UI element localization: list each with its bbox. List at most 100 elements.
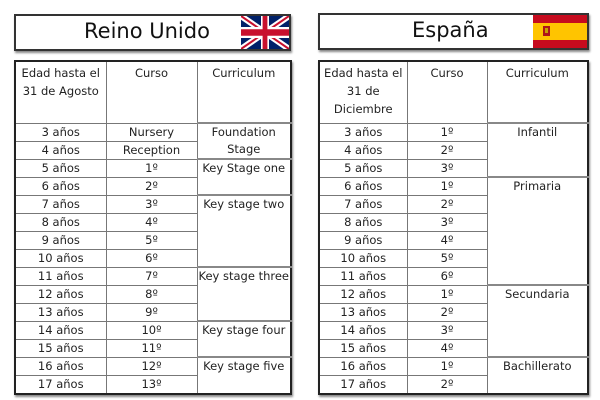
curriculum-cell: Infantil: [486, 122, 589, 178]
curriculum-header: Curriculum: [196, 60, 292, 124]
course-cell: 4º: [406, 230, 488, 250]
table-row: 13 años 9º: [14, 302, 291, 322]
curriculum-header: Curriculum: [486, 60, 589, 124]
table-row: 7 años 2º: [318, 194, 588, 214]
course-cell: Nursery: [105, 122, 198, 142]
table-row: 4 años Reception: [14, 140, 291, 160]
uk-title-box: Reino Unido: [14, 14, 291, 51]
table-row: 17 años 2º: [318, 374, 588, 394]
table-row: 10 años 6º: [14, 248, 291, 268]
uk-school-table: Edad hasta el 31 de Agosto Curso Curriculu…: [14, 60, 292, 395]
course-cell: 9º: [105, 302, 198, 322]
course-cell: 3º: [406, 158, 488, 178]
age-cell: 5 años: [14, 158, 107, 178]
age-cell: 10 años: [14, 248, 107, 268]
age-cell: 3 años: [318, 122, 408, 142]
table-row: 4 años 2º: [318, 140, 588, 160]
age-cell: 6 años: [14, 176, 107, 196]
age-cell: 8 años: [14, 212, 107, 232]
table-row: 12 años 8º: [14, 284, 291, 304]
table-row: 3 años Nursery Foundation Stage: [14, 122, 292, 160]
age-cell: 6 años: [318, 176, 408, 196]
table-row: 3 años 1º Infantil: [318, 122, 589, 178]
course-cell: 1º: [406, 176, 488, 196]
age-cell: 4 años: [14, 140, 107, 160]
course-cell: 13º: [105, 374, 198, 394]
course-cell: 12º: [105, 356, 198, 376]
course-cell: 11º: [105, 338, 198, 358]
spain-school-table: Edad hasta el 31 de Diciembre Curso Curric…: [318, 60, 589, 395]
table-row: 16 años 12º Key stage five: [14, 356, 292, 394]
table-row: 6 años 1º Primaria: [318, 176, 589, 286]
age-header: Edad hasta el 31 de Agosto: [14, 60, 107, 124]
course-cell: 8º: [105, 284, 198, 304]
course-cell: 1º: [406, 284, 488, 304]
course-cell: 2º: [406, 194, 488, 214]
table-row: 12 años 1º Secundaria: [318, 284, 589, 358]
age-cell: 13 años: [14, 302, 107, 322]
age-cell: 9 años: [318, 230, 408, 250]
table-row: 14 años 10º Key stage four: [14, 320, 292, 358]
age-cell: 15 años: [318, 338, 408, 358]
age-cell: 10 años: [318, 248, 408, 268]
header-row: Edad hasta el 31 de Diciembre Curso Curric…: [318, 60, 589, 124]
course-cell: 1º: [406, 356, 488, 376]
table-row: 17 años 13º: [14, 374, 291, 394]
spain-flag-icon: [533, 15, 587, 48]
table-row: 11 años 7º Key stage three: [14, 266, 292, 322]
course-cell: 1º: [105, 158, 198, 178]
course-cell: 10º: [105, 320, 198, 340]
uk-title: Reino Unido: [84, 19, 210, 43]
age-cell: 7 años: [14, 194, 107, 214]
table-row: 9 años 4º: [318, 230, 588, 250]
age-cell: 4 años: [318, 140, 408, 160]
course-cell: 6º: [406, 266, 488, 286]
age-cell: 14 años: [14, 320, 107, 340]
age-cell: 11 años: [318, 266, 408, 286]
table-row: 9 años 5º: [14, 230, 291, 250]
course-cell: 4º: [105, 212, 198, 232]
age-cell: 16 años: [318, 356, 408, 376]
curriculum-cell: Foundation Stage: [196, 122, 292, 160]
es-title-box: España: [318, 13, 589, 50]
course-cell: 4º: [406, 338, 488, 358]
course-cell: 3º: [406, 320, 488, 340]
table-row: 5 años 1º Key Stage one: [14, 158, 292, 196]
age-cell: 11 años: [14, 266, 107, 286]
table-row: 16 años 1º Bachillerato: [318, 356, 589, 394]
curriculum-cell: Key stage four: [196, 320, 292, 358]
course-header: Curso: [406, 60, 488, 124]
course-cell: Reception: [105, 140, 198, 160]
age-cell: 12 años: [14, 284, 107, 304]
table-row: 13 años 2º: [318, 302, 588, 322]
course-cell: 2º: [406, 140, 488, 160]
table-row: 7 años 3º Key stage two: [14, 194, 292, 268]
curriculum-cell: Secundaria: [486, 284, 589, 358]
age-cell: 12 años: [318, 284, 408, 304]
age-cell: 17 años: [14, 374, 107, 394]
course-cell: 2º: [406, 374, 488, 394]
age-cell: 9 años: [14, 230, 107, 250]
age-cell: 17 años: [318, 374, 408, 394]
curriculum-cell: Key stage five: [196, 356, 292, 394]
age-cell: 15 años: [14, 338, 107, 358]
age-cell: 3 años: [14, 122, 107, 142]
header-row: Edad hasta el 31 de Agosto Curso Curriculu…: [14, 60, 292, 124]
uk-flag-icon: [241, 16, 289, 49]
table-row: 15 años 4º: [318, 338, 588, 358]
course-cell: 3º: [105, 194, 198, 214]
curriculum-cell: Key stage three: [196, 266, 292, 322]
course-cell: 5º: [105, 230, 198, 250]
es-title: España: [412, 18, 489, 42]
curriculum-cell: Key Stage one: [196, 158, 292, 196]
age-cell: 5 años: [318, 158, 408, 178]
course-cell: 6º: [105, 248, 198, 268]
course-cell: 7º: [105, 266, 198, 286]
course-cell: 5º: [406, 248, 488, 268]
course-cell: 2º: [105, 176, 198, 196]
course-header: Curso: [105, 60, 198, 124]
age-cell: 7 años: [318, 194, 408, 214]
curriculum-cell: Key stage two: [196, 194, 292, 268]
course-cell: 2º: [406, 302, 488, 322]
age-cell: 14 años: [318, 320, 408, 340]
